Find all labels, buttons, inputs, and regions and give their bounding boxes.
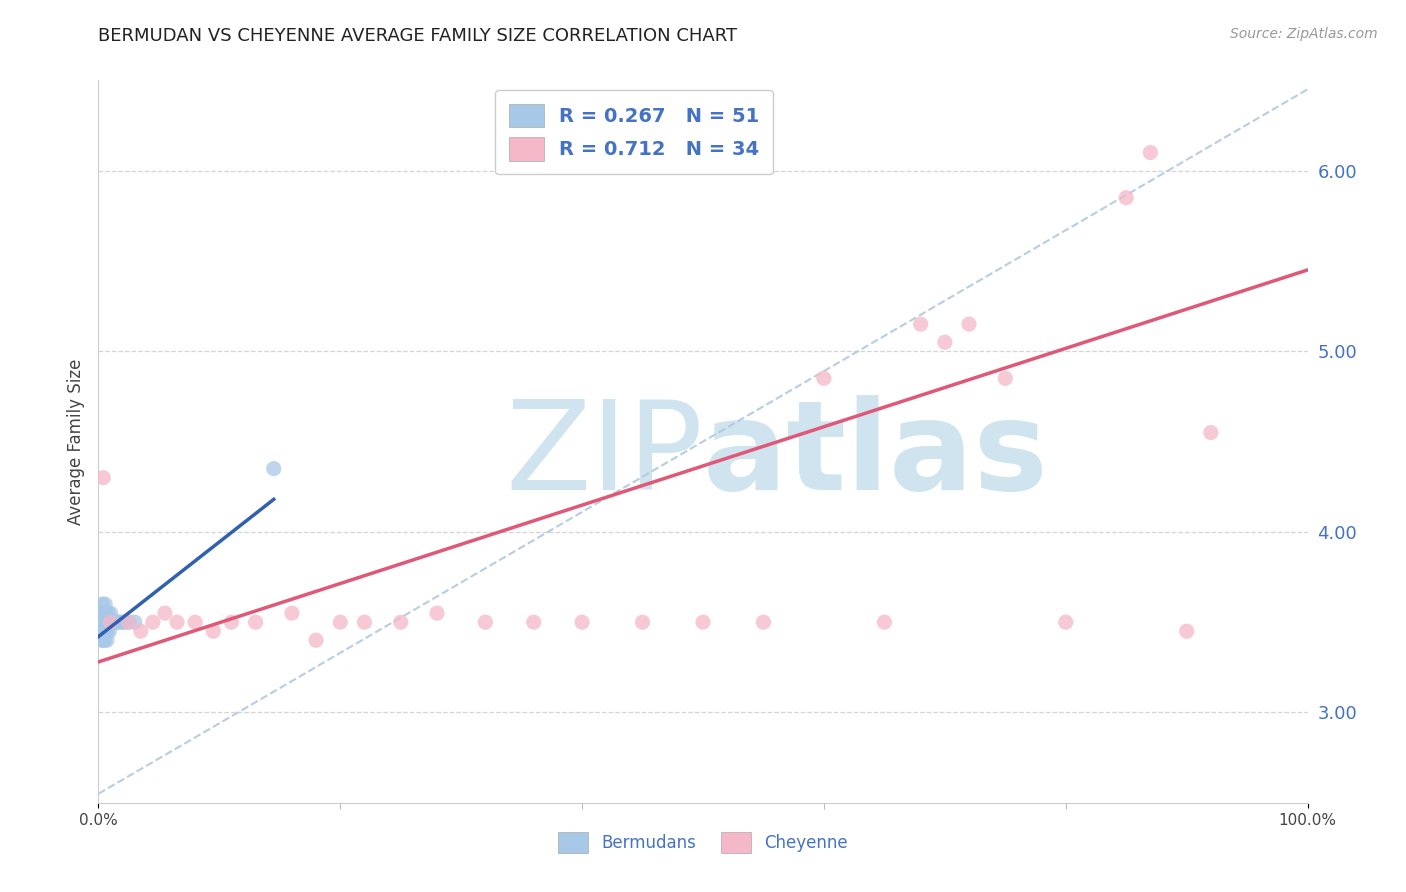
Y-axis label: Average Family Size: Average Family Size bbox=[66, 359, 84, 524]
Point bbox=[97, 615, 120, 630]
Point bbox=[202, 624, 225, 639]
Point bbox=[389, 615, 412, 630]
Point bbox=[107, 615, 129, 630]
Point bbox=[305, 633, 328, 648]
Point bbox=[571, 615, 593, 630]
Point bbox=[90, 624, 112, 639]
Point bbox=[1115, 191, 1137, 205]
Point bbox=[91, 615, 114, 630]
Point bbox=[91, 606, 114, 620]
Point bbox=[752, 615, 775, 630]
Point bbox=[94, 615, 117, 630]
Point bbox=[957, 317, 980, 331]
Point bbox=[114, 615, 136, 630]
Point bbox=[96, 606, 118, 620]
Point bbox=[98, 624, 121, 639]
Point bbox=[104, 615, 127, 630]
Point bbox=[89, 615, 111, 630]
Point bbox=[100, 615, 122, 630]
Point bbox=[94, 624, 117, 639]
Point bbox=[910, 317, 932, 331]
Point bbox=[94, 615, 117, 630]
Point bbox=[100, 606, 122, 620]
Point bbox=[93, 615, 115, 630]
Legend: Bermudans, Cheyenne: Bermudans, Cheyenne bbox=[551, 826, 855, 860]
Point bbox=[103, 615, 125, 630]
Point bbox=[93, 606, 115, 620]
Point bbox=[96, 624, 118, 639]
Point bbox=[245, 615, 267, 630]
Point bbox=[813, 371, 835, 385]
Point bbox=[91, 615, 114, 630]
Point bbox=[263, 461, 285, 475]
Point bbox=[90, 615, 112, 630]
Point bbox=[111, 615, 134, 630]
Point bbox=[184, 615, 207, 630]
Text: atlas: atlas bbox=[703, 395, 1049, 516]
Point bbox=[523, 615, 546, 630]
Point bbox=[93, 624, 115, 639]
Point bbox=[221, 615, 243, 630]
Point bbox=[93, 615, 115, 630]
Point bbox=[281, 606, 304, 620]
Point bbox=[101, 615, 124, 630]
Point bbox=[873, 615, 896, 630]
Point bbox=[96, 615, 118, 630]
Point bbox=[100, 615, 122, 630]
Point bbox=[98, 615, 121, 630]
Text: ZIP: ZIP bbox=[505, 395, 703, 516]
Text: BERMUDAN VS CHEYENNE AVERAGE FAMILY SIZE CORRELATION CHART: BERMUDAN VS CHEYENNE AVERAGE FAMILY SIZE… bbox=[98, 27, 738, 45]
Point bbox=[118, 615, 141, 630]
Point bbox=[994, 371, 1017, 385]
Text: Source: ZipAtlas.com: Source: ZipAtlas.com bbox=[1230, 27, 1378, 41]
Point bbox=[97, 615, 120, 630]
Point bbox=[96, 633, 118, 648]
Point bbox=[90, 615, 112, 630]
Point bbox=[426, 606, 449, 620]
Point bbox=[142, 615, 165, 630]
Point bbox=[631, 615, 654, 630]
Point bbox=[108, 615, 131, 630]
Point bbox=[91, 624, 114, 639]
Point bbox=[97, 606, 120, 620]
Point bbox=[329, 615, 352, 630]
Point bbox=[474, 615, 496, 630]
Point bbox=[93, 633, 115, 648]
Point bbox=[91, 615, 114, 630]
Point bbox=[96, 615, 118, 630]
Point bbox=[353, 615, 375, 630]
Point bbox=[105, 615, 128, 630]
Point bbox=[90, 606, 112, 620]
Point bbox=[91, 597, 114, 611]
Point bbox=[89, 624, 111, 639]
Point bbox=[100, 615, 122, 630]
Point bbox=[1139, 145, 1161, 160]
Point bbox=[934, 335, 956, 350]
Point bbox=[118, 615, 141, 630]
Point bbox=[1054, 615, 1077, 630]
Point bbox=[89, 606, 111, 620]
Point bbox=[98, 615, 121, 630]
Point bbox=[94, 597, 117, 611]
Point bbox=[1199, 425, 1222, 440]
Point bbox=[1175, 624, 1198, 639]
Point bbox=[166, 615, 188, 630]
Point bbox=[153, 606, 176, 620]
Point bbox=[692, 615, 714, 630]
Point bbox=[129, 624, 152, 639]
Point bbox=[90, 633, 112, 648]
Point bbox=[93, 624, 115, 639]
Point bbox=[91, 633, 114, 648]
Point bbox=[96, 615, 118, 630]
Point bbox=[124, 615, 146, 630]
Point bbox=[91, 471, 114, 485]
